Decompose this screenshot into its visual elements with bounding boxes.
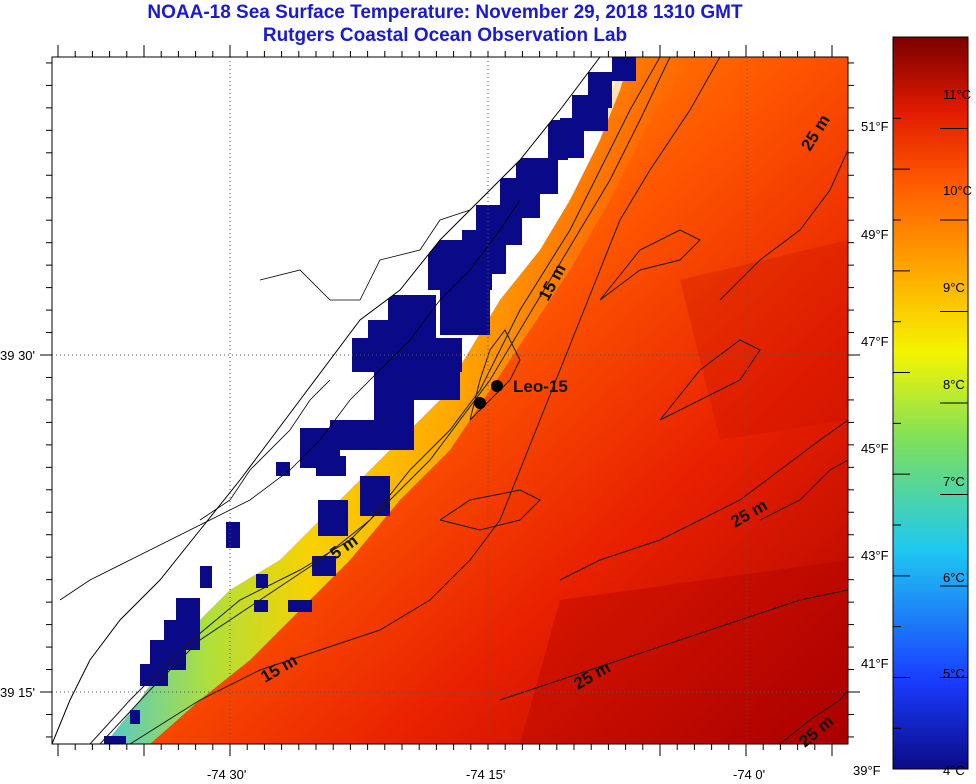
- colorbar-c-label: 10°C: [943, 183, 972, 198]
- colorbar-f-label: 43°F: [861, 548, 889, 563]
- station-label: Leo-15: [513, 377, 568, 396]
- colorbar-f-label: 51°F: [861, 119, 889, 134]
- lon-label: -74 30': [207, 767, 246, 782]
- graticule: [52, 57, 848, 744]
- warm-patch: [680, 240, 848, 440]
- inland-coast: [199, 379, 331, 521]
- tick-marks: [40, 45, 860, 756]
- colorbar-f-label: 47°F: [861, 334, 889, 349]
- map-frame: [51, 56, 849, 745]
- depth-contours: [89, 57, 848, 744]
- lon-label: -74 0': [733, 767, 765, 782]
- station-marker: [474, 397, 486, 409]
- cloud-mask-pixels: [104, 57, 636, 744]
- colorbar-c-label: 7°C: [943, 474, 965, 489]
- station-marker: [491, 380, 503, 392]
- inland-coast: [259, 209, 471, 301]
- warm-patch: [520, 560, 848, 744]
- colorbar-c-label: 8°C: [943, 377, 965, 392]
- colorbar-c-label: 9°C: [943, 280, 965, 295]
- colorbar-c-label: 11°C: [943, 87, 971, 102]
- colorbar-c-label: 6°C: [943, 570, 965, 585]
- colorbar-c-label: 4°C: [943, 763, 965, 778]
- colorbar-f-label: 45°F: [861, 441, 889, 456]
- lat-label: 39 30': [0, 348, 35, 363]
- land-mask: [52, 57, 600, 744]
- lat-label: 39 15': [0, 685, 35, 700]
- colorbar-f-label: 41°F: [861, 656, 889, 671]
- colorbar-ticks: [893, 117, 968, 729]
- inland-coast: [59, 199, 521, 601]
- colorbar-f-label: 49°F: [861, 227, 889, 242]
- colorbar-c-label: 5°C: [943, 666, 965, 681]
- lon-label: -74 15': [466, 767, 505, 782]
- map-subtitle: Rutgers Coastal Ocean Observation Lab: [262, 25, 628, 46]
- map-area: [52, 57, 848, 744]
- coastline: [52, 57, 601, 744]
- map-title: NOAA-18 Sea Surface Temperature: Novembe…: [147, 2, 743, 23]
- colorbar-f-label: 39°F: [853, 763, 881, 778]
